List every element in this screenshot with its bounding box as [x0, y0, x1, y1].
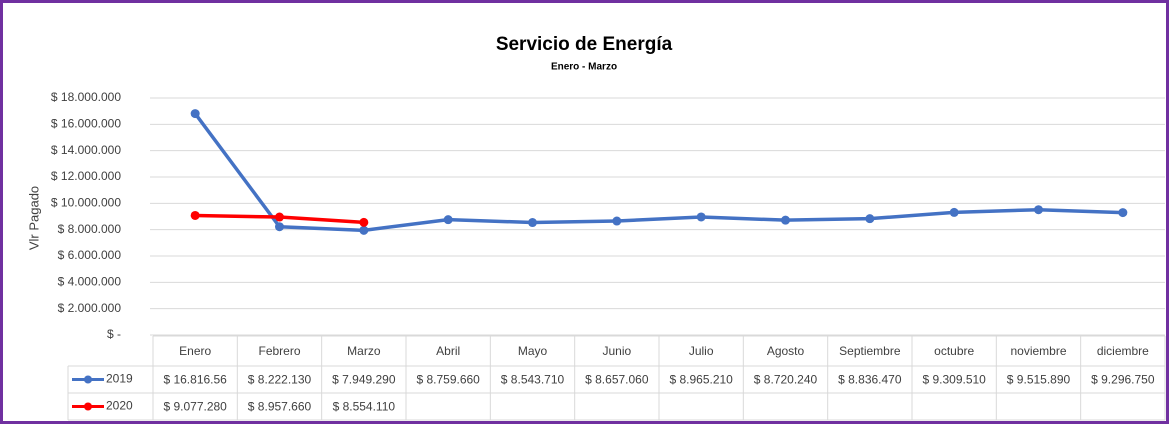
- table-cell: $ 8.720.240: [754, 373, 818, 387]
- series-marker: [696, 212, 706, 222]
- x-tick-label: Enero: [179, 344, 211, 358]
- table-cell: $ 8.957.660: [248, 400, 312, 414]
- y-tick-label: $ 12.000.000: [51, 169, 121, 183]
- y-tick-label: $ 10.000.000: [51, 196, 121, 210]
- legend-marker: [84, 375, 92, 384]
- y-tick-label: $ 6.000.000: [58, 248, 122, 262]
- x-tick-label: Febrero: [258, 344, 300, 358]
- y-tick-label: $ 14.000.000: [51, 143, 121, 157]
- x-tick-label: Marzo: [347, 344, 381, 358]
- table-cell: $ 8.836.470: [838, 373, 902, 387]
- table-cell: $ 9.077.280: [163, 400, 227, 414]
- x-tick-label: noviembre: [1010, 344, 1066, 358]
- y-tick-label: $ 8.000.000: [58, 222, 122, 236]
- legend-label: 2020: [106, 399, 133, 413]
- x-tick-label: octubre: [934, 344, 974, 358]
- y-axis-label: Vlr Pagado: [26, 186, 41, 250]
- series-marker: [865, 214, 875, 224]
- legend-label: 2019: [106, 372, 133, 386]
- series-marker: [443, 215, 453, 225]
- y-tick-label: $ -: [107, 327, 121, 341]
- series-marker: [190, 109, 200, 119]
- table-cell: $ 9.309.510: [922, 373, 986, 387]
- table-cell: $ 9.296.750: [1091, 373, 1155, 387]
- chart-title: Servicio de Energía: [496, 34, 673, 55]
- series-line: [193, 112, 1123, 233]
- series-marker: [949, 207, 959, 217]
- table-cell: $ 8.543.710: [501, 373, 565, 387]
- series-marker: [528, 218, 537, 228]
- chart-subtitle: Enero - Marzo: [551, 62, 617, 73]
- series-marker: [612, 216, 622, 226]
- series-marker: [275, 212, 284, 222]
- series-marker: [359, 225, 369, 235]
- x-tick-label: Julio: [689, 344, 714, 358]
- legend-marker: [84, 402, 92, 411]
- y-tick-label: $ 4.000.000: [58, 275, 122, 289]
- y-tick-label: $ 2.000.000: [58, 301, 122, 315]
- series-marker: [275, 222, 284, 232]
- x-tick-label: Abril: [436, 344, 460, 358]
- table-cell: $ 8.759.660: [416, 373, 480, 387]
- table-cell: $ 8.222.130: [248, 373, 312, 387]
- table-cell: $ 9.515.890: [1007, 373, 1071, 387]
- x-tick-label: Mayo: [518, 344, 548, 358]
- table-cell: $ 8.965.210: [669, 373, 733, 387]
- series-marker: [190, 210, 200, 220]
- series-marker: [359, 217, 369, 227]
- series-marker: [1034, 205, 1043, 215]
- x-tick-label: Junio: [602, 344, 631, 358]
- table-cell: $ 8.657.060: [585, 373, 649, 387]
- table-cell: $ 7.949.290: [332, 373, 396, 387]
- y-tick-label: $ 18.000.000: [51, 90, 121, 104]
- x-tick-label: Septiembre: [839, 344, 901, 358]
- series-marker: [1118, 208, 1128, 218]
- x-tick-label: diciembre: [1097, 344, 1149, 358]
- x-tick-label: Agosto: [767, 344, 805, 358]
- series-marker: [781, 215, 790, 225]
- table-cell: $ 16.816.56: [163, 373, 227, 387]
- y-tick-label: $ 16.000.000: [51, 117, 121, 131]
- table-cell: $ 8.554.110: [333, 400, 396, 414]
